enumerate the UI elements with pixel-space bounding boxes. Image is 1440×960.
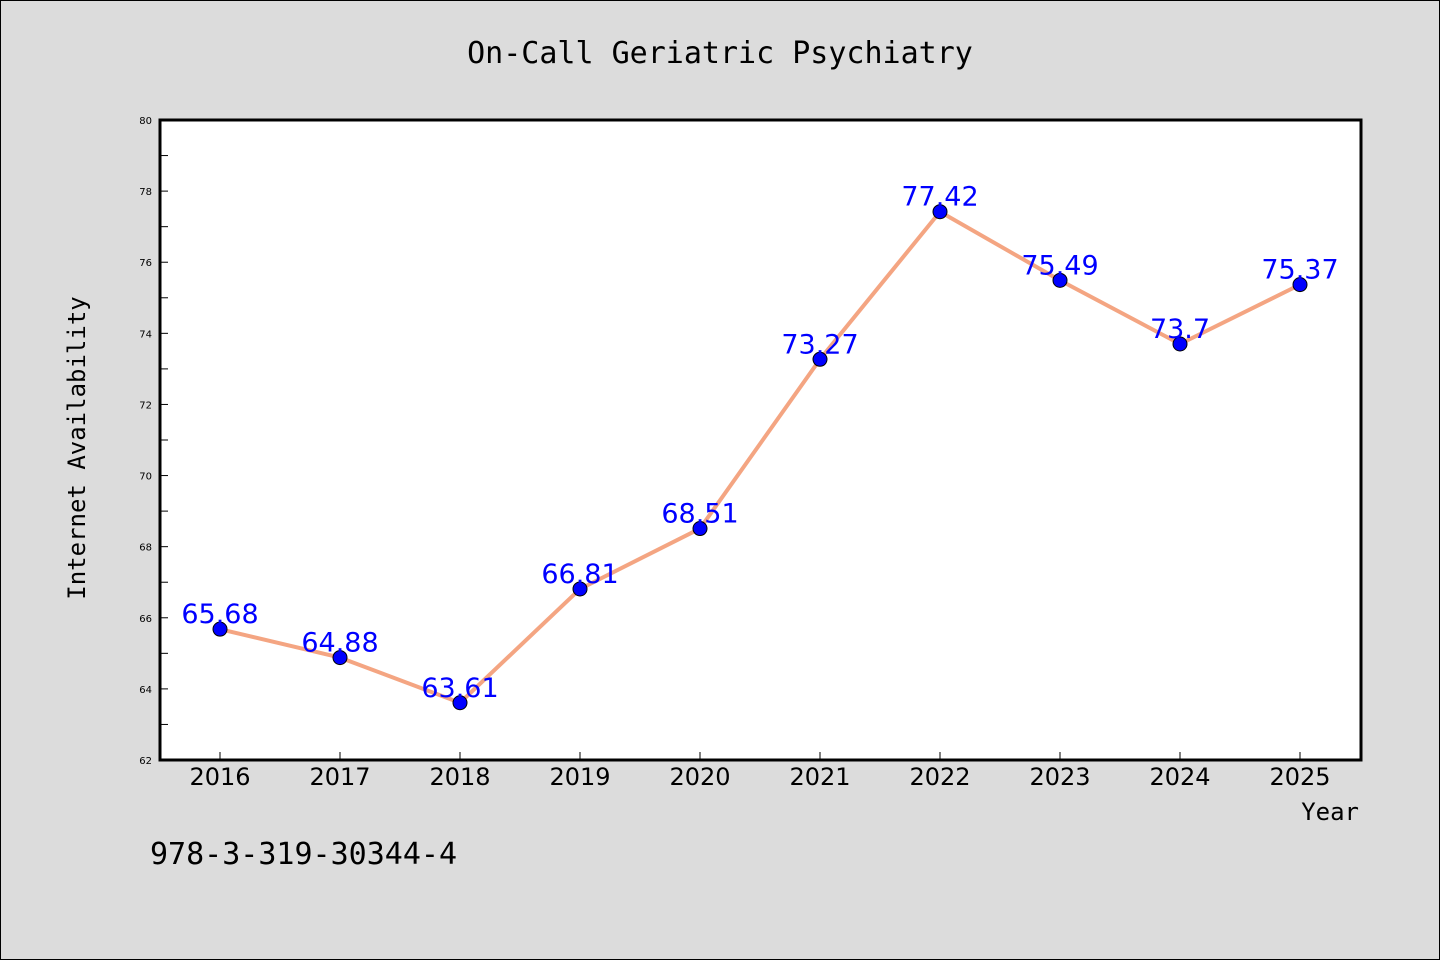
x-tick-label: 2021 bbox=[789, 763, 850, 791]
x-tick-label: 2024 bbox=[1149, 763, 1210, 791]
data-point bbox=[692, 521, 708, 537]
data-point bbox=[332, 650, 348, 666]
data-point bbox=[1052, 272, 1068, 288]
y-axis-label: Internet Availability bbox=[63, 296, 91, 599]
data-label: 75.37 bbox=[1261, 255, 1338, 286]
series-line bbox=[218, 209, 1302, 705]
y-tick-label: 68 bbox=[139, 543, 152, 554]
x-axis-label: Year bbox=[1301, 798, 1359, 826]
isbn-code: 978-3-319-30344-4 bbox=[150, 837, 457, 872]
x-axis-ticks: 2016 2017 2018 2019 2020 2021 2022 2023 2024 2025 bbox=[189, 752, 1331, 791]
x-tick-label: 2020 bbox=[669, 763, 730, 791]
data-label: 73.27 bbox=[781, 329, 858, 360]
y-tick-label: 70 bbox=[139, 472, 152, 483]
data-label: 66.81 bbox=[541, 559, 618, 590]
x-tick-label: 2016 bbox=[189, 763, 250, 791]
data-point bbox=[812, 351, 828, 367]
data-point bbox=[1292, 277, 1308, 293]
y-tick-label: 66 bbox=[139, 614, 152, 625]
chart-title: On-Call Geriatric Psychiatry bbox=[467, 36, 973, 71]
x-tick-label: 2019 bbox=[549, 763, 610, 791]
data-point bbox=[452, 695, 468, 711]
data-label: 64.88 bbox=[301, 628, 378, 659]
data-labels: 65.68 64.88 63.61 66.81 68.51 73.27 77.42 75.49… bbox=[181, 182, 1338, 704]
data-point bbox=[1172, 336, 1188, 352]
data-label: 63.61 bbox=[421, 673, 498, 704]
series-line-group bbox=[218, 209, 1302, 705]
x-tick-label: 2023 bbox=[1029, 763, 1090, 791]
data-label: 68.51 bbox=[661, 499, 738, 530]
x-tick-label: 2025 bbox=[1269, 763, 1330, 791]
data-point bbox=[212, 621, 228, 637]
y-tick-label: 74 bbox=[139, 329, 152, 340]
data-label: 65.68 bbox=[181, 599, 258, 630]
y-tick-label: 76 bbox=[139, 258, 152, 269]
data-label: 73.7 bbox=[1150, 314, 1210, 345]
x-tick-label: 2018 bbox=[429, 763, 490, 791]
y-tick-label: 78 bbox=[139, 187, 152, 198]
y-tick-label: 62 bbox=[139, 756, 152, 767]
y-tick-label: 64 bbox=[139, 685, 152, 696]
x-tick-label: 2022 bbox=[909, 763, 970, 791]
data-label: 77.42 bbox=[901, 182, 978, 213]
data-label: 75.49 bbox=[1021, 250, 1098, 281]
data-point bbox=[932, 204, 948, 220]
x-tick-label: 2017 bbox=[309, 763, 370, 791]
data-markers bbox=[212, 204, 1308, 711]
plot-frame bbox=[158, 118, 1363, 762]
data-point bbox=[572, 581, 588, 597]
y-tick-label: 72 bbox=[139, 400, 152, 411]
y-tick-label: 80 bbox=[139, 116, 152, 127]
